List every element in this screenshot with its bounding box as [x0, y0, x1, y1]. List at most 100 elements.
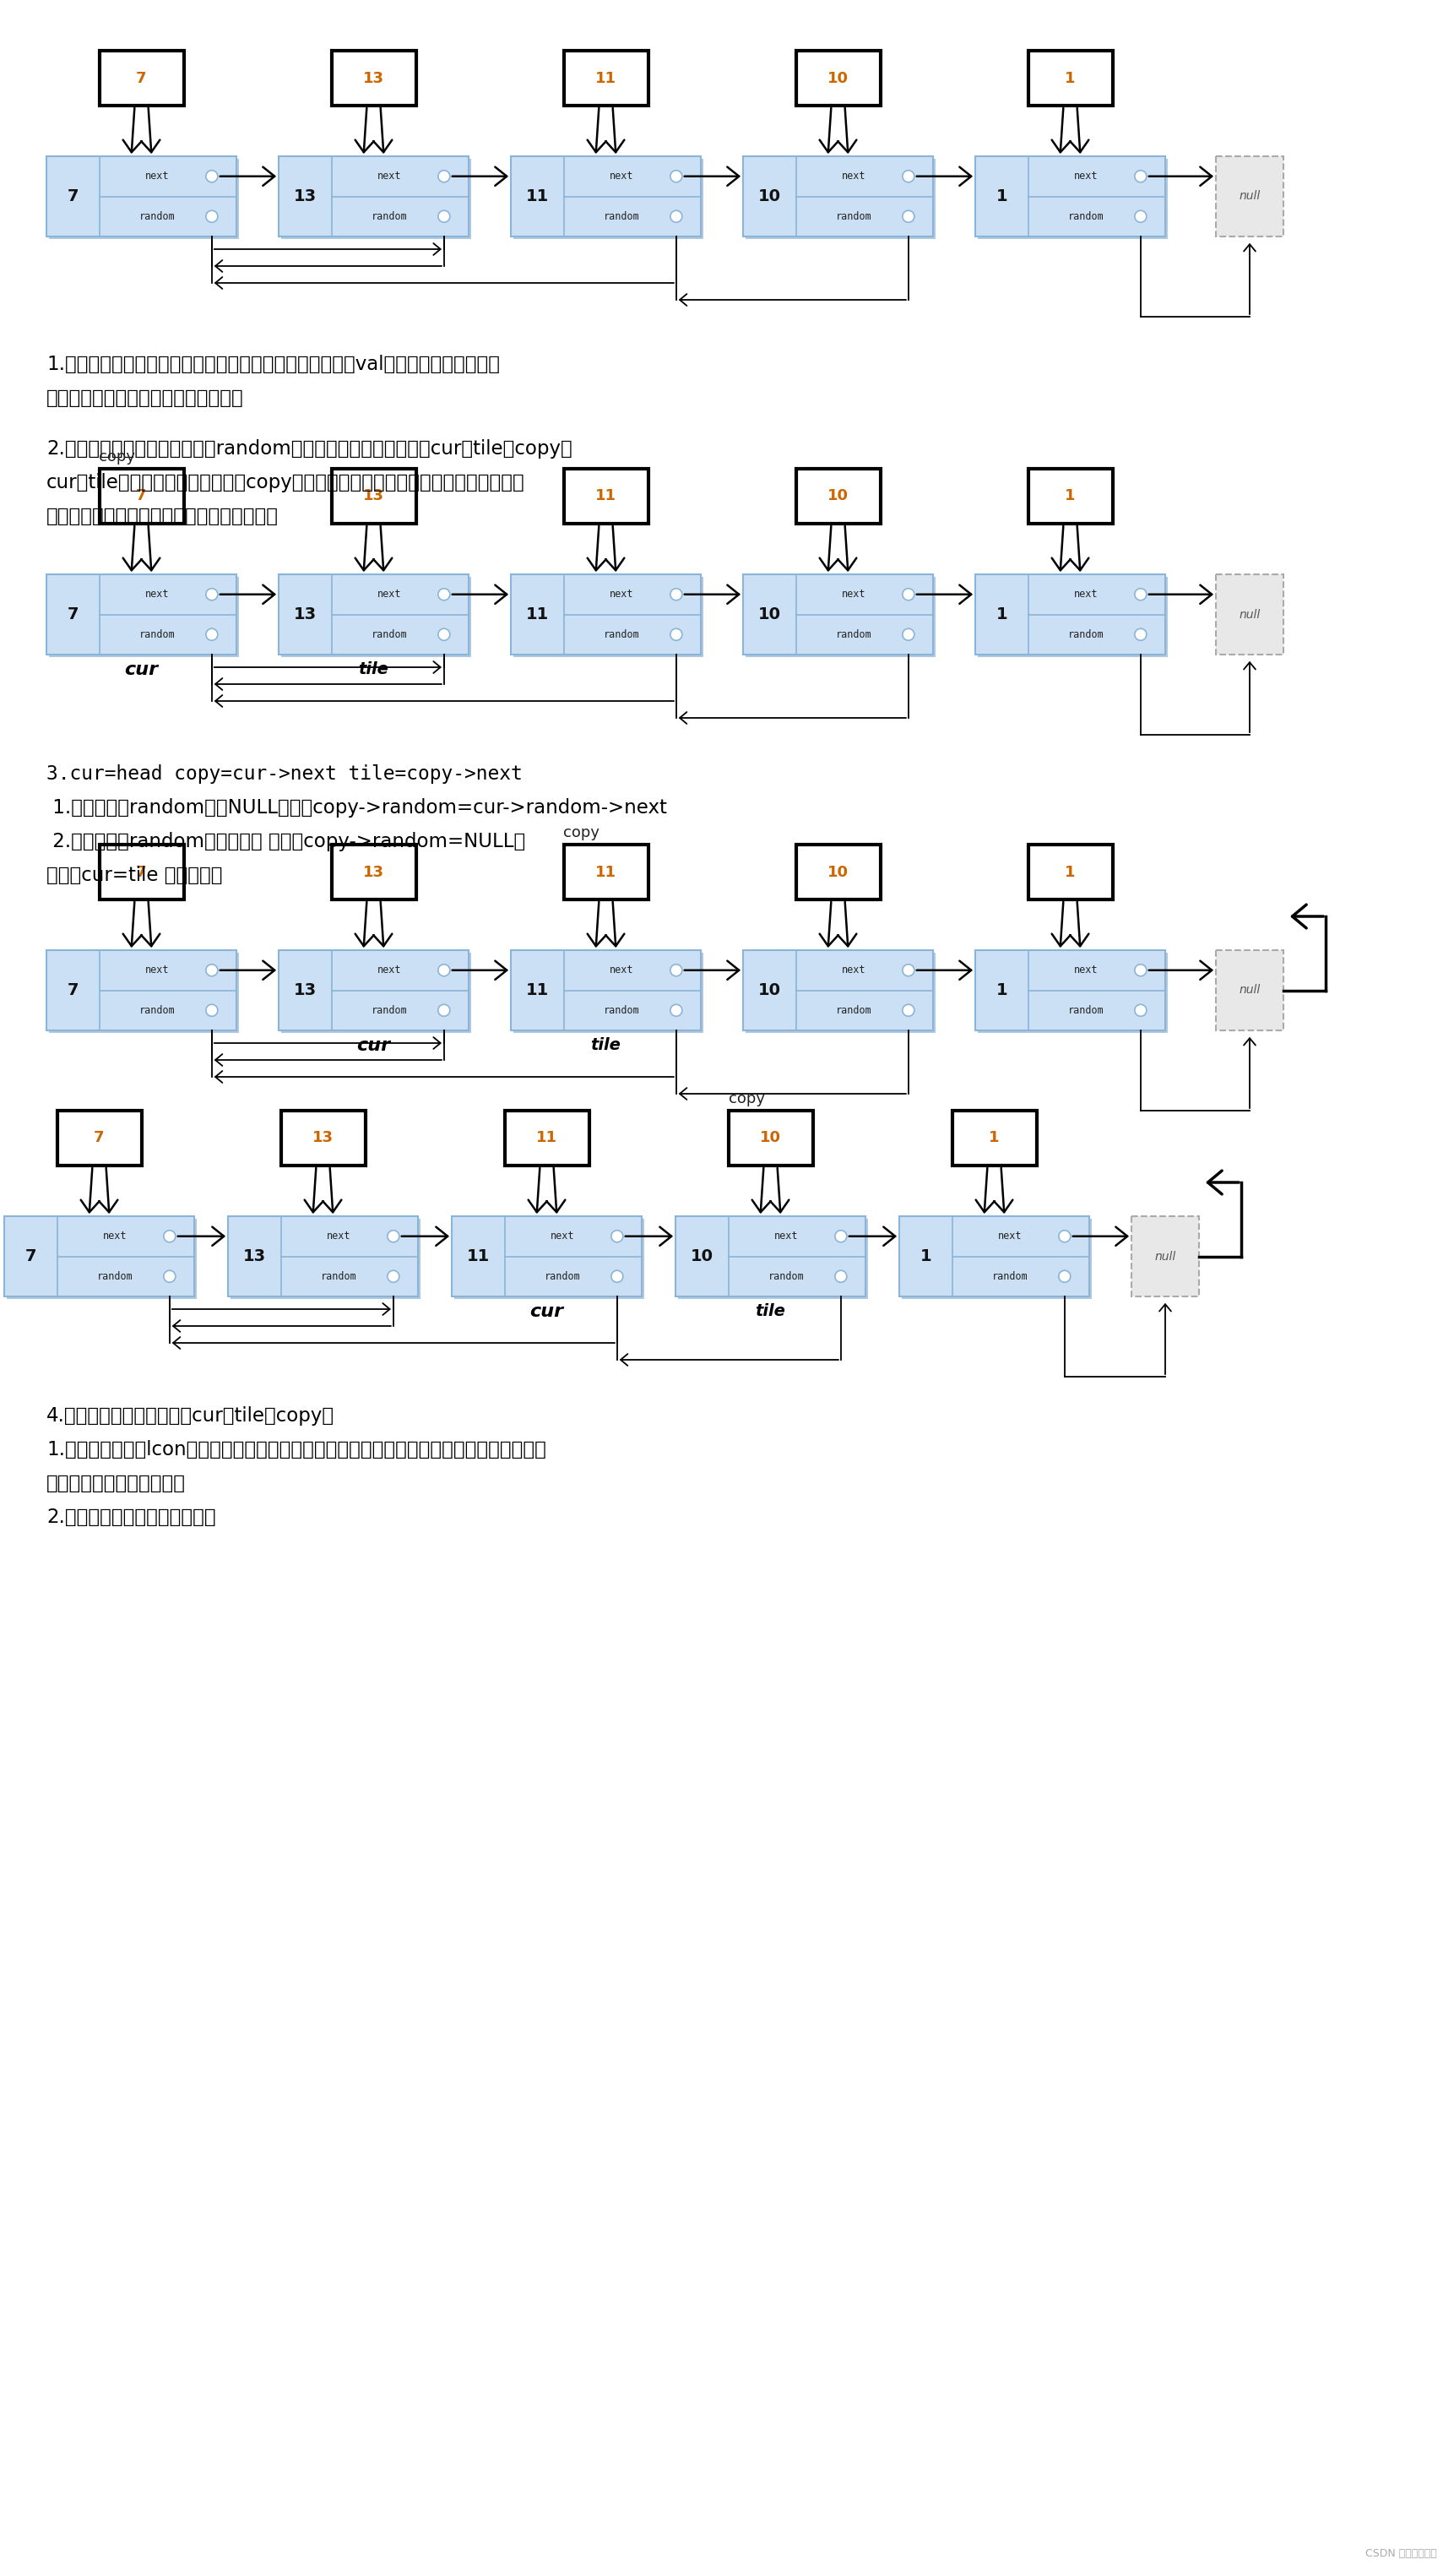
- Circle shape: [164, 1231, 176, 1242]
- Bar: [1028, 845, 1112, 899]
- Text: next: next: [327, 1231, 350, 1242]
- Text: random: random: [836, 211, 872, 222]
- Text: 10: 10: [758, 605, 781, 623]
- Circle shape: [903, 1005, 915, 1018]
- Text: 7: 7: [67, 981, 79, 999]
- Bar: [795, 469, 880, 523]
- Text: 13: 13: [313, 1131, 333, 1146]
- Text: next: next: [377, 170, 401, 183]
- Bar: [49, 160, 238, 240]
- Bar: [279, 574, 468, 654]
- Text: next: next: [609, 590, 634, 600]
- Bar: [746, 160, 935, 240]
- Circle shape: [1134, 963, 1147, 976]
- Circle shape: [903, 587, 915, 600]
- Bar: [49, 577, 238, 657]
- Text: 7: 7: [137, 489, 147, 505]
- Circle shape: [670, 211, 682, 222]
- Text: 1: 1: [1064, 70, 1076, 85]
- Bar: [564, 845, 648, 899]
- Bar: [281, 1110, 365, 1164]
- Text: 10: 10: [827, 489, 849, 505]
- Text: random: random: [544, 1270, 580, 1283]
- Text: random: random: [768, 1270, 804, 1283]
- Text: next: next: [842, 590, 865, 600]
- Bar: [99, 845, 183, 899]
- Circle shape: [206, 587, 218, 600]
- Bar: [1216, 157, 1284, 237]
- Text: 10: 10: [691, 1249, 714, 1265]
- Text: random: random: [140, 629, 174, 639]
- Circle shape: [1059, 1270, 1070, 1283]
- Circle shape: [670, 963, 682, 976]
- Circle shape: [206, 629, 218, 641]
- Text: 7: 7: [95, 1131, 105, 1146]
- Bar: [1028, 52, 1112, 106]
- Text: 11: 11: [595, 866, 616, 878]
- Bar: [743, 157, 933, 237]
- Bar: [1216, 951, 1284, 1030]
- Text: cur和tile用来遍历原来的老链表，copy遍历我们的新的链表。现在是新的和老的连接: cur和tile用来遍历原来的老链表，copy遍历我们的新的链表。现在是新的和老…: [47, 474, 525, 492]
- Text: 4.新和老的节点进行分离，cur，tile，copy。: 4.新和老的节点进行分离，cur，tile，copy。: [47, 1406, 334, 1425]
- Text: 10: 10: [758, 981, 781, 999]
- Text: null: null: [1239, 608, 1261, 621]
- Circle shape: [670, 170, 682, 183]
- Bar: [7, 1218, 196, 1298]
- Text: 11: 11: [537, 1131, 557, 1146]
- Text: 7: 7: [25, 1249, 36, 1265]
- Text: random: random: [1067, 1005, 1104, 1015]
- Text: 1: 1: [996, 605, 1008, 623]
- Bar: [332, 469, 416, 523]
- Bar: [676, 1216, 865, 1296]
- Text: next: next: [997, 1231, 1022, 1242]
- Bar: [743, 951, 933, 1030]
- Bar: [281, 577, 471, 657]
- Text: next: next: [145, 170, 169, 183]
- Text: 11: 11: [526, 605, 550, 623]
- Text: 7: 7: [137, 70, 147, 85]
- Text: random: random: [603, 629, 640, 639]
- Text: next: next: [551, 1231, 574, 1242]
- Circle shape: [387, 1231, 400, 1242]
- Text: 1.在原来的链表的两个节点中间创建一个新的一个节点并且val值相同的，老链表的连: 1.在原来的链表的两个节点中间创建一个新的一个节点并且val值相同的，老链表的连: [47, 355, 500, 374]
- Bar: [976, 574, 1165, 654]
- Text: 在一起可以通过指针的移动遍历不同的链表。: 在一起可以通过指针的移动遍历不同的链表。: [47, 507, 279, 526]
- Bar: [976, 951, 1165, 1030]
- Text: 11: 11: [595, 489, 616, 505]
- Text: next: next: [609, 170, 634, 183]
- Text: random: random: [836, 629, 872, 639]
- Text: 7: 7: [137, 866, 147, 878]
- Circle shape: [438, 1005, 449, 1018]
- Circle shape: [438, 963, 449, 976]
- Bar: [279, 157, 468, 237]
- Text: 2.返回新的链表的头就可以了。: 2.返回新的链表的头就可以了。: [47, 1507, 215, 1528]
- Text: random: random: [603, 1005, 640, 1015]
- Circle shape: [206, 170, 218, 183]
- Text: 13: 13: [294, 981, 317, 999]
- Text: 1.当老节点的random不是NULL的时候copy->random=cur->random->next: 1.当老节点的random不是NULL的时候copy->random=cur->…: [47, 799, 667, 817]
- Bar: [728, 1110, 813, 1164]
- Text: 10: 10: [758, 188, 781, 204]
- Text: cur: cur: [356, 1038, 391, 1054]
- Bar: [454, 1218, 644, 1298]
- Text: CSDN 中用联联举心: CSDN 中用联联举心: [1365, 2548, 1437, 2558]
- Text: 10: 10: [827, 866, 849, 878]
- Text: 13: 13: [364, 70, 384, 85]
- Text: random: random: [371, 211, 407, 222]
- Text: random: random: [603, 211, 640, 222]
- Text: null: null: [1154, 1249, 1176, 1262]
- Text: null: null: [1239, 984, 1261, 997]
- Text: 1: 1: [996, 981, 1008, 999]
- Text: 10: 10: [827, 70, 849, 85]
- Circle shape: [438, 170, 449, 183]
- Text: next: next: [145, 590, 169, 600]
- Text: tile: tile: [590, 1038, 621, 1054]
- Bar: [1216, 574, 1284, 654]
- Text: next: next: [609, 966, 634, 976]
- Text: random: random: [140, 1005, 174, 1015]
- Bar: [47, 951, 237, 1030]
- Circle shape: [387, 1270, 400, 1283]
- Bar: [452, 1216, 641, 1296]
- Text: tile: tile: [755, 1303, 785, 1319]
- Text: 11: 11: [467, 1249, 490, 1265]
